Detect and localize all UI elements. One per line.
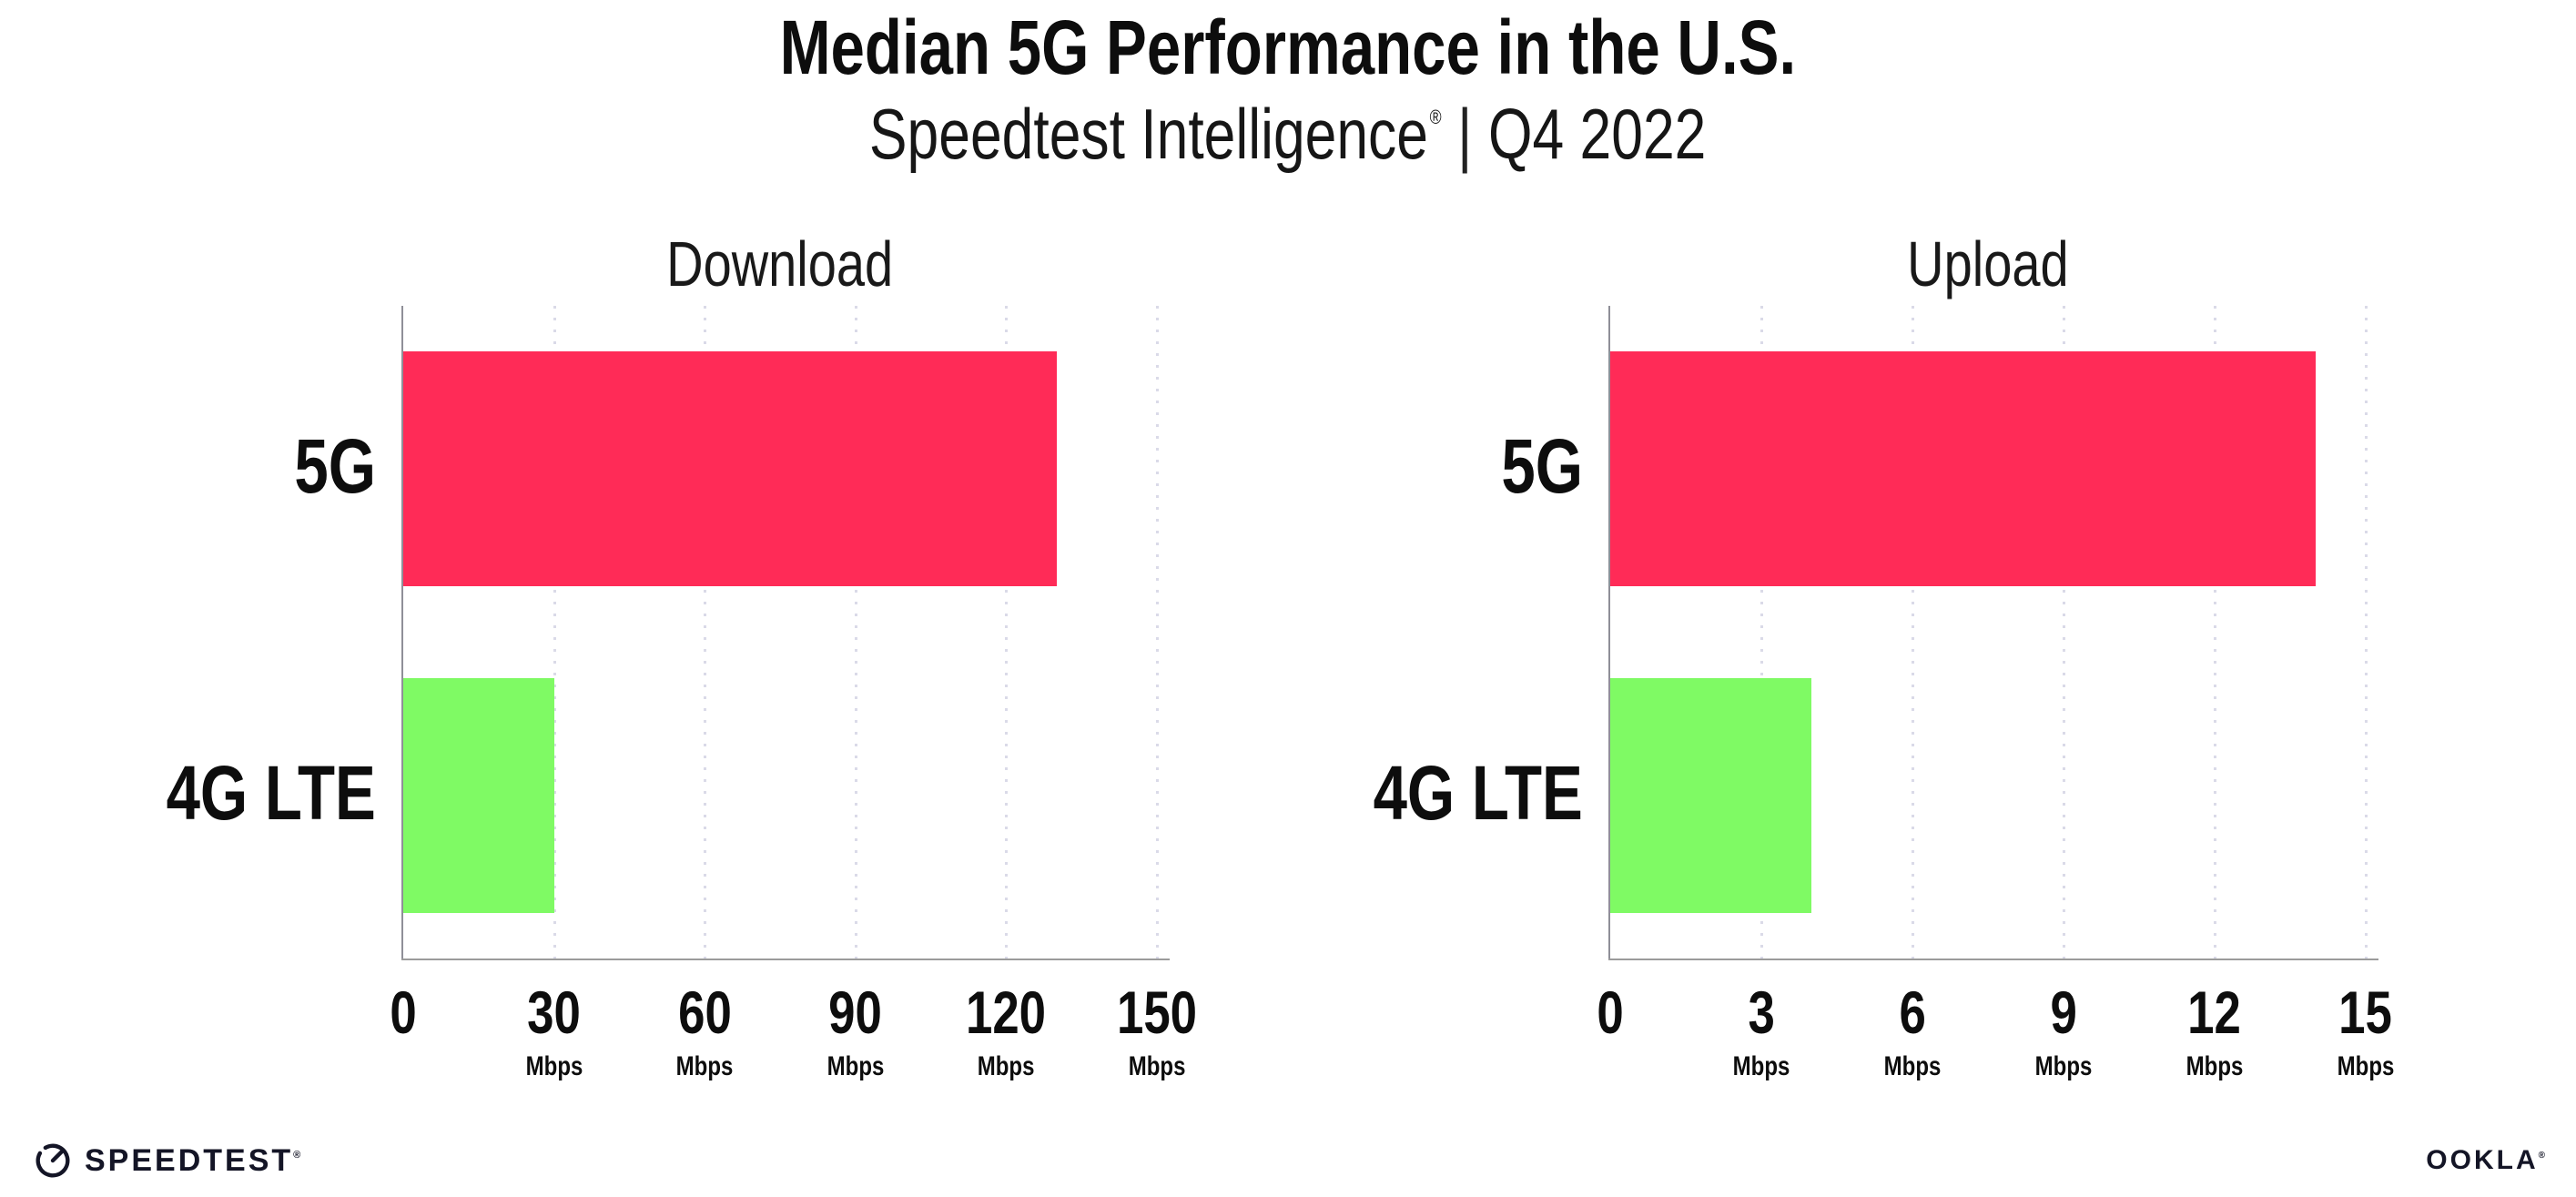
category-label-4g-lte: 4G LTE (1321, 678, 1583, 913)
gridline-15 (2365, 306, 2368, 959)
speedtest-wordmark-text: SPEEDTEST (85, 1142, 294, 1178)
y-axis-line (1608, 306, 1610, 959)
category-label-5g: 5G (1481, 351, 1583, 586)
category-label-5g: 5G (274, 351, 376, 586)
bar-5g (403, 351, 1057, 586)
subtitle-brand: Speedtest Intelligence (869, 94, 1429, 174)
x-tick-label: 12 (2187, 979, 2242, 1046)
x-tick-label: 60 (677, 979, 732, 1046)
registered-mark-icon: ® (2538, 1151, 2545, 1161)
chart-title-download: Download (403, 232, 1157, 296)
x-tick-label: 150 (1116, 979, 1198, 1046)
category-label-text: 4G LTE (1373, 750, 1583, 836)
gridline-6 (1912, 306, 1914, 959)
speedtest-wordmark: SPEEDTEST® (85, 1143, 300, 1179)
bar-4g-lte (403, 678, 554, 913)
page-title: Median 5G Performance in the U.S. (0, 9, 2576, 86)
gridline-9 (2063, 306, 2065, 959)
chart-title-download-text: Download (666, 228, 894, 299)
x-tick-label: 6 (1899, 979, 1926, 1046)
ookla-logo: OOKLA® (2426, 1145, 2545, 1176)
page-subtitle: Speedtest Intelligence® | Q4 2022 (0, 98, 2576, 169)
ookla-wordmark-text: OOKLA (2426, 1145, 2539, 1175)
x-tick-60: 60 Mbps (669, 982, 740, 1080)
x-tick-unit-label: Mbps (978, 1051, 1035, 1081)
x-tick-label: 15 (2338, 979, 2393, 1046)
registered-mark-icon: ® (293, 1149, 301, 1161)
bar-5g (1610, 351, 2316, 586)
x-tick-150: 150 Mbps (1107, 982, 1207, 1080)
x-tick-3: 3 Mbps (1726, 982, 1797, 1080)
x-tick-label: 120 (966, 979, 1047, 1046)
chart-title-upload-text: Upload (1907, 228, 2069, 299)
x-axis-line (401, 959, 1170, 960)
gridline-12 (2214, 306, 2216, 959)
x-axis-line (1608, 959, 2378, 960)
plot-area: 0 30 Mbps 60 Mbps 90 Mbps 120 Mbps 150 Mbps 5G 4G LT… (167, 306, 1197, 1080)
x-tick-30: 30 Mbps (518, 982, 589, 1080)
y-axis-line (401, 306, 403, 959)
gridline-150 (1156, 306, 1159, 959)
x-tick-unit-label: Mbps (2034, 1051, 2093, 1081)
category-label-4g-lte: 4G LTE (114, 678, 376, 913)
category-label-text: 5G (1501, 423, 1583, 509)
x-tick-label: 0 (1597, 979, 1624, 1046)
x-tick-6: 6 Mbps (1877, 982, 1948, 1080)
x-tick-label: 90 (828, 979, 883, 1046)
x-tick-90: 90 Mbps (820, 982, 891, 1080)
x-tick-120: 120 Mbps (956, 982, 1056, 1080)
x-tick-12: 12 Mbps (2179, 982, 2250, 1080)
gridline-3 (1760, 306, 1763, 959)
x-tick-unit-label: Mbps (827, 1051, 885, 1081)
x-tick-unit-label: Mbps (2186, 1051, 2244, 1081)
gridline-120 (1005, 306, 1009, 959)
x-tick-unit-label: Mbps (1883, 1051, 1942, 1081)
chart-title-upload: Upload (1610, 232, 2366, 296)
x-tick-9: 9 Mbps (2028, 982, 2099, 1080)
x-tick-unit-label: Mbps (1732, 1051, 1790, 1081)
x-tick-15: 15 Mbps (2330, 982, 2401, 1080)
gridline-90 (854, 306, 857, 959)
x-tick-0: 0 (1594, 982, 1628, 1042)
plot-area: 0 3 Mbps 6 Mbps 9 Mbps 12 Mbps 15 Mbps 5G 4G LTE (1374, 306, 2394, 1080)
bar-4g-lte (1610, 678, 1812, 913)
x-tick-label: 3 (1748, 979, 1775, 1046)
upload-chart-panel: Upload 0 3 Mbps 6 Mbps 9 Mbps 12 Mbps 15 Mbps 5G 4G … (1374, 232, 2395, 1097)
x-tick-label: 0 (390, 979, 417, 1046)
gridline-30 (553, 306, 556, 959)
x-tick-unit-label: Mbps (675, 1051, 734, 1081)
x-tick-unit-label: Mbps (1128, 1051, 1186, 1081)
gridline-60 (704, 306, 707, 959)
download-chart-panel: Download 0 30 Mbps 60 Mbps 90 Mbps 120 Mbps 150 Mb… (167, 232, 1197, 1097)
registered-mark-icon: ® (1429, 106, 1442, 128)
subtitle-separator: | (1457, 94, 1473, 174)
speedtest-gauge-icon (35, 1143, 70, 1178)
category-label-text: 5G (294, 423, 376, 509)
x-tick-label: 9 (2050, 979, 2077, 1046)
x-tick-unit-label: Mbps (2337, 1051, 2395, 1081)
x-tick-unit-label: Mbps (525, 1051, 583, 1081)
speedtest-logo: SPEEDTEST® (32, 1140, 300, 1182)
page-subtitle-text: Speedtest Intelligence® | Q4 2022 (869, 98, 1706, 169)
x-tick-0: 0 (387, 982, 421, 1042)
subtitle-period: Q4 2022 (1488, 94, 1707, 174)
category-label-text: 4G LTE (166, 750, 376, 836)
page-title-text: Median 5G Performance in the U.S. (779, 5, 1797, 90)
x-tick-label: 30 (527, 979, 581, 1046)
